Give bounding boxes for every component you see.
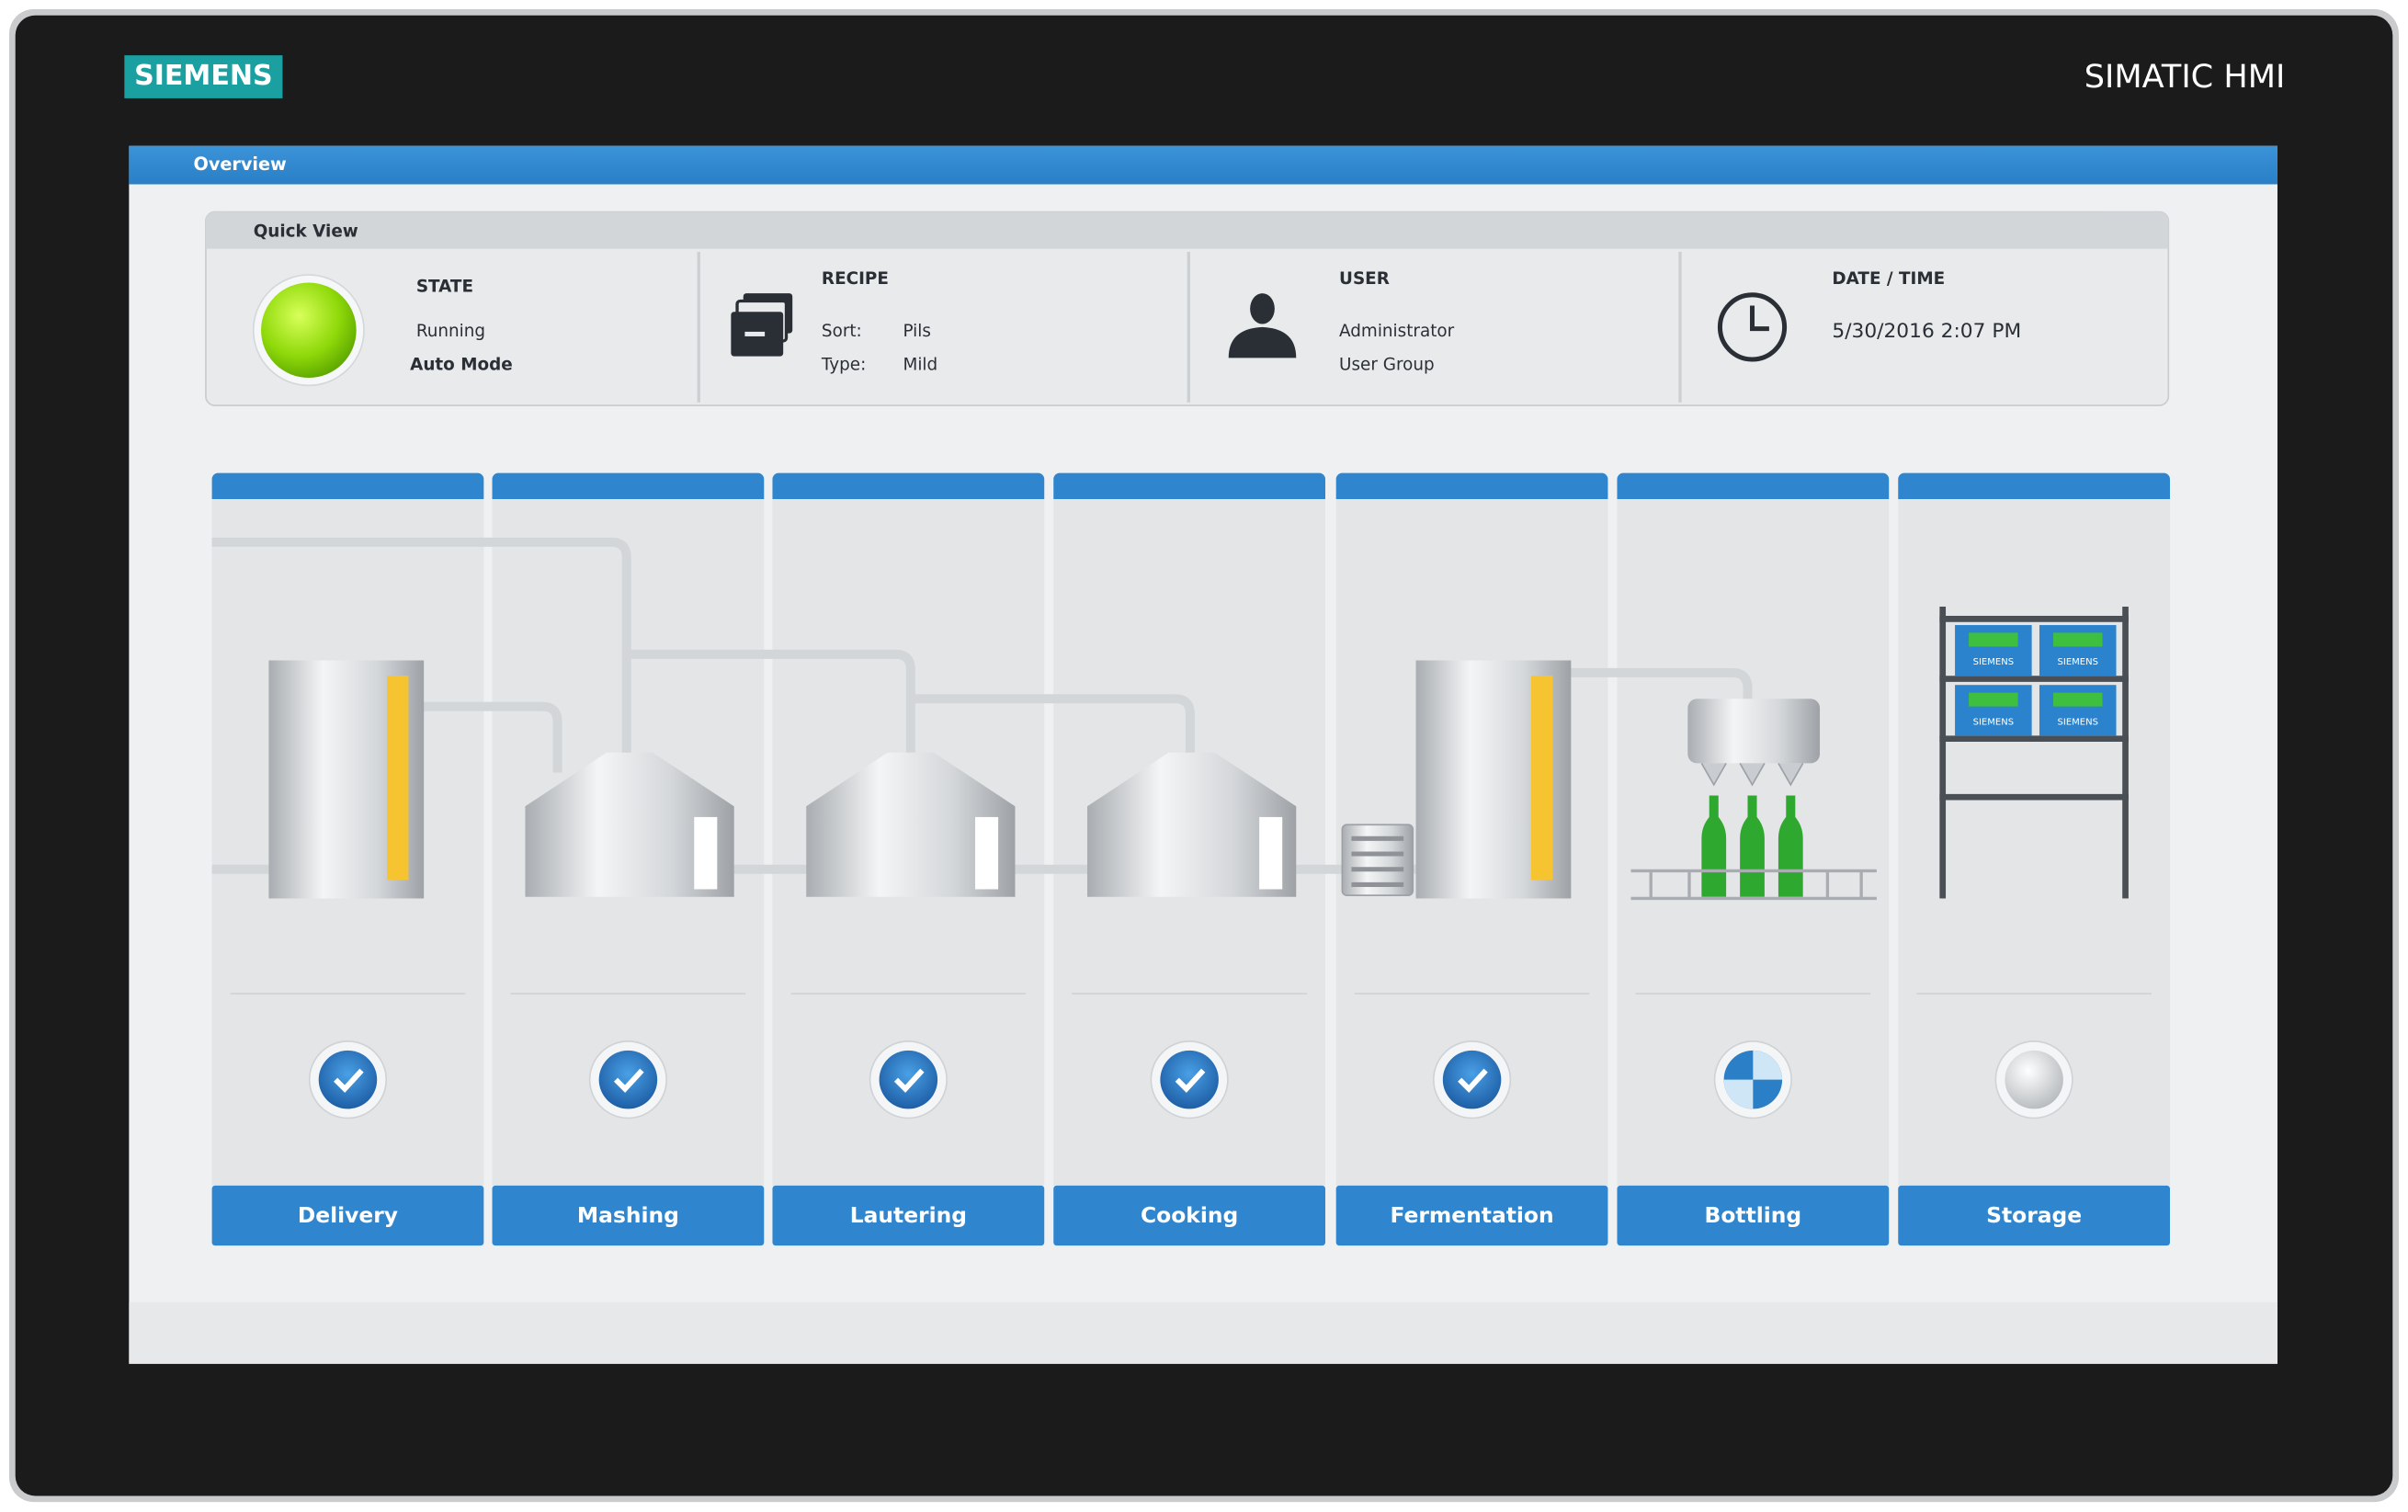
station-button[interactable] [1053, 1185, 1326, 1246]
station-name[interactable]: Lautering [850, 1202, 967, 1228]
recipe-icon [731, 293, 793, 357]
station-button[interactable] [772, 1185, 1045, 1246]
status-ok [318, 1050, 378, 1109]
user-icon [1228, 293, 1297, 358]
recipe-type-label: Type: [821, 356, 866, 375]
station-tab [1335, 472, 1608, 500]
screen-title: Overview [194, 153, 287, 175]
state-label: STATE [416, 277, 473, 296]
status-ok [598, 1050, 658, 1109]
state-status: Running [416, 322, 485, 341]
header-bar [129, 145, 2277, 185]
status-ok [879, 1050, 938, 1109]
status-idle [2005, 1050, 2063, 1109]
equipment [268, 607, 2129, 901]
brand: SIEMENS [134, 60, 273, 92]
crate-label: SIEMENS [1973, 657, 2014, 667]
pipes [211, 537, 1753, 874]
station-button[interactable] [1335, 1185, 1608, 1246]
station-button[interactable] [1898, 1185, 2171, 1246]
station-tab [772, 472, 1045, 500]
footer-bar [129, 1302, 2277, 1364]
station-tab [211, 472, 484, 500]
station-name[interactable]: Storage [1986, 1202, 2082, 1228]
datetime-label: DATE / TIME [1832, 269, 1945, 289]
station-name[interactable]: Delivery [298, 1202, 398, 1228]
crate-label: SIEMENS [2058, 717, 2098, 727]
station-tab [1898, 472, 2171, 500]
station-button[interactable] [492, 1185, 765, 1246]
recipe-sort-value: Pils [903, 322, 931, 341]
station-name[interactable]: Cooking [1141, 1202, 1238, 1228]
recipe-sort-label: Sort: [822, 322, 862, 341]
status-ok [1442, 1050, 1502, 1109]
crate-label: SIEMENS [2058, 657, 2098, 667]
quick-view-title: Quick View [254, 222, 358, 241]
datetime-value: 5/30/2016 2:07 PM [1832, 320, 2021, 343]
status-ok [1160, 1050, 1219, 1109]
station-name[interactable]: Bottling [1705, 1202, 1802, 1228]
station-tab [1053, 472, 1326, 500]
station-tab [1617, 472, 1890, 500]
status-check [613, 1068, 644, 1093]
user-group: User Group [1339, 356, 1435, 375]
status-check [334, 1068, 364, 1093]
state-led [261, 282, 357, 379]
brand-logo [124, 55, 283, 98]
product-name: SIMATIC HMI [2084, 58, 2286, 96]
user-name: Administrator [1339, 322, 1455, 341]
status-busy-blades [1723, 1050, 1783, 1109]
station-tab [492, 472, 765, 500]
crate-label: SIEMENS [1973, 717, 2014, 727]
station-button[interactable] [1617, 1185, 1890, 1246]
station-name[interactable]: Fermentation [1391, 1202, 1554, 1228]
status-check [1458, 1068, 1488, 1093]
quick-view-header [205, 211, 2169, 249]
clock-icon [1717, 292, 1788, 362]
status-check [893, 1068, 925, 1093]
station-button[interactable] [211, 1185, 484, 1246]
user-label: USER [1339, 269, 1390, 289]
recipe-label: RECIPE [822, 269, 889, 289]
status-check [1175, 1068, 1206, 1093]
state-mode: Auto Mode [410, 356, 513, 375]
recipe-type-value: Mild [903, 356, 938, 375]
station-name[interactable]: Mashing [577, 1202, 679, 1228]
